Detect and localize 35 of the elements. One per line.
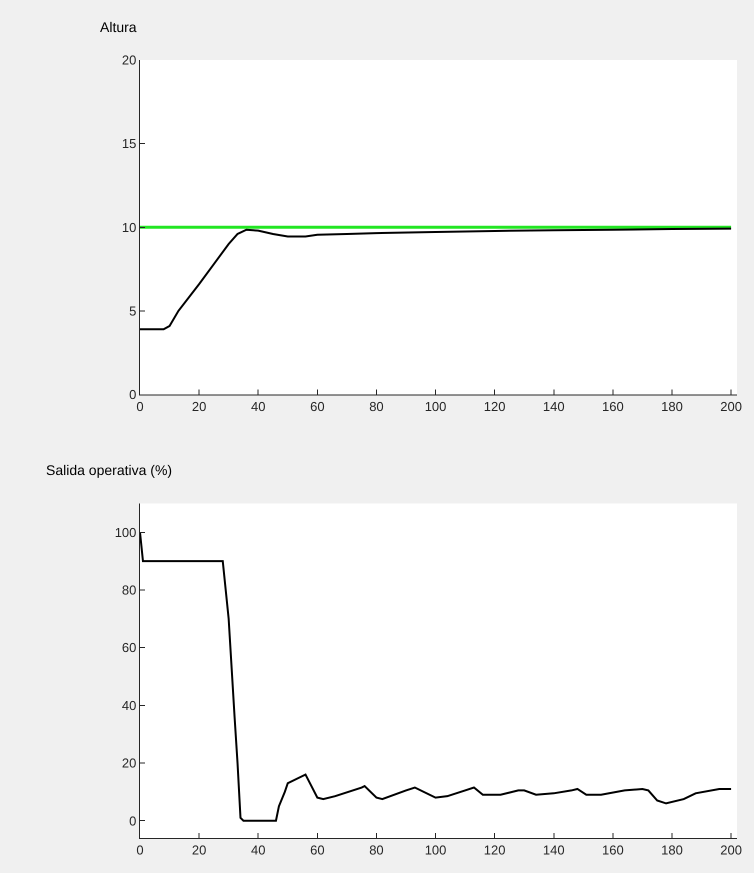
y-tick-label: 80 bbox=[122, 582, 136, 598]
x-tick-label: 120 bbox=[484, 399, 506, 414]
x-tick-label: 180 bbox=[661, 842, 683, 858]
x-tick-label: 100 bbox=[424, 399, 446, 414]
x-tick-label: 100 bbox=[424, 842, 446, 858]
x-tick-label: 80 bbox=[369, 399, 384, 414]
x-tick-label: 120 bbox=[484, 842, 506, 858]
x-tick-label: 200 bbox=[720, 842, 742, 858]
y-tick-label: 15 bbox=[122, 136, 136, 152]
y-tick-label: 60 bbox=[122, 640, 136, 656]
x-tick-label: 140 bbox=[542, 842, 565, 858]
x-tick-label: 140 bbox=[542, 399, 565, 414]
y-tick-label: 100 bbox=[114, 524, 136, 540]
line-series bbox=[140, 531, 732, 822]
x-tick-label: 200 bbox=[720, 399, 742, 414]
chart-title: Salida operativa (%) bbox=[46, 462, 172, 478]
y-tick-label: 10 bbox=[122, 220, 136, 235]
y-tick-label: 5 bbox=[129, 303, 136, 318]
y-tick-label: 40 bbox=[122, 698, 136, 713]
line-series bbox=[140, 228, 732, 330]
chart-title: Altura bbox=[100, 19, 137, 35]
x-tick-label: 60 bbox=[310, 399, 325, 414]
y-tick-label: 0 bbox=[129, 387, 136, 402]
y-tick-label: 20 bbox=[122, 756, 136, 771]
x-tick-label: 20 bbox=[192, 399, 206, 414]
x-tick-label: 160 bbox=[602, 399, 624, 414]
y-tick-label: 20 bbox=[122, 52, 136, 68]
x-tick-label: 20 bbox=[192, 842, 206, 858]
x-tick-label: 180 bbox=[661, 399, 683, 414]
y-tick-label: 0 bbox=[129, 813, 136, 828]
x-tick-label: 40 bbox=[250, 399, 266, 414]
x-tick-label: 80 bbox=[369, 842, 384, 858]
x-tick-label: 40 bbox=[250, 842, 266, 858]
x-tick-label: 60 bbox=[310, 842, 325, 858]
x-tick-label: 160 bbox=[602, 842, 624, 858]
